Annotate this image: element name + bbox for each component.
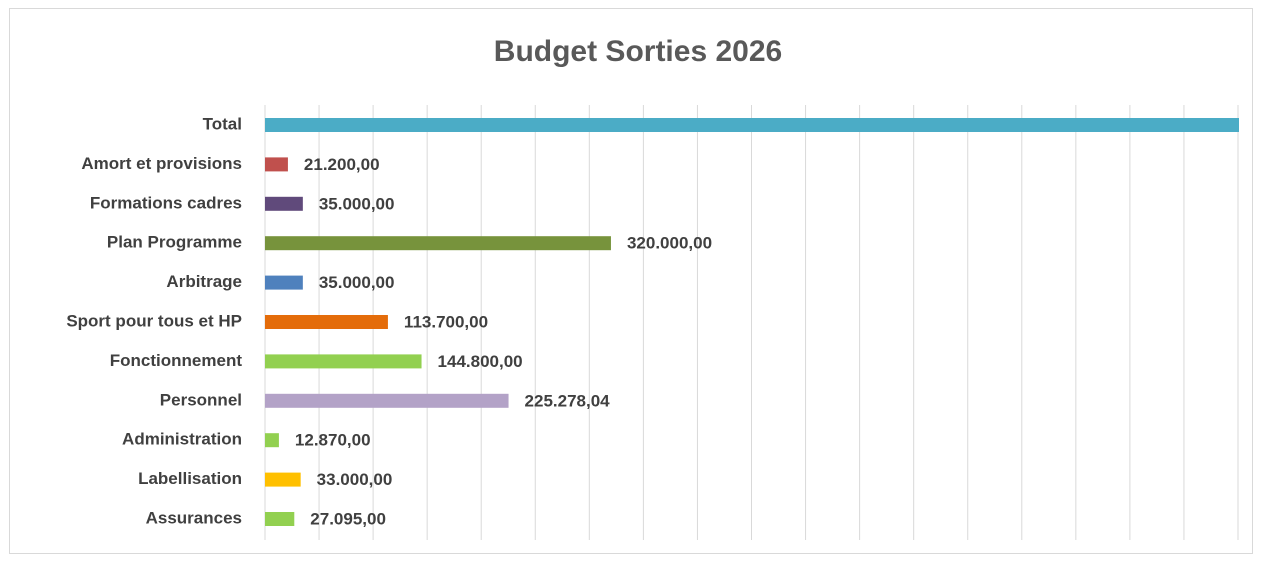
y-tick-label: Plan Programme (107, 233, 242, 252)
bar (265, 118, 1239, 132)
y-tick-label: Administration (122, 430, 242, 449)
chart-title: Budget Sorties 2026 (494, 35, 782, 68)
data-label: 35.000,00 (319, 273, 395, 292)
bar (265, 354, 422, 369)
data-label: 320.000,00 (627, 234, 712, 253)
y-tick-label: Fonctionnement (110, 351, 243, 370)
bar (265, 393, 509, 408)
bar (265, 315, 388, 329)
bar (265, 512, 295, 526)
bar (265, 433, 279, 448)
y-tick-label: Formations cadres (90, 193, 242, 212)
chart-border (9, 8, 1253, 554)
bar (265, 157, 288, 172)
bar (265, 472, 301, 487)
data-label: 27.095,00 (310, 509, 386, 528)
data-label: 21.200,00 (304, 155, 380, 174)
data-label: 35.000,00 (319, 194, 395, 213)
y-tick-label: Personnel (160, 390, 242, 409)
bar (265, 196, 303, 211)
bar (265, 236, 611, 251)
y-tick-label: Amort et provisions (81, 154, 242, 173)
data-label: 33.000,00 (317, 470, 393, 489)
bar (265, 275, 303, 290)
y-tick-label: Total (203, 114, 242, 133)
y-tick-label: Assurances (146, 508, 242, 527)
data-label: 12.870,00 (295, 431, 371, 450)
y-tick-label: Arbitrage (166, 272, 242, 291)
data-label: 113.700,00 (404, 312, 488, 331)
data-label: 144.800,00 (438, 352, 523, 371)
y-tick-label: Sport pour tous et HP (66, 311, 242, 330)
data-label: 225.278,04 (525, 391, 611, 410)
y-tick-label: Labellisation (138, 469, 242, 488)
